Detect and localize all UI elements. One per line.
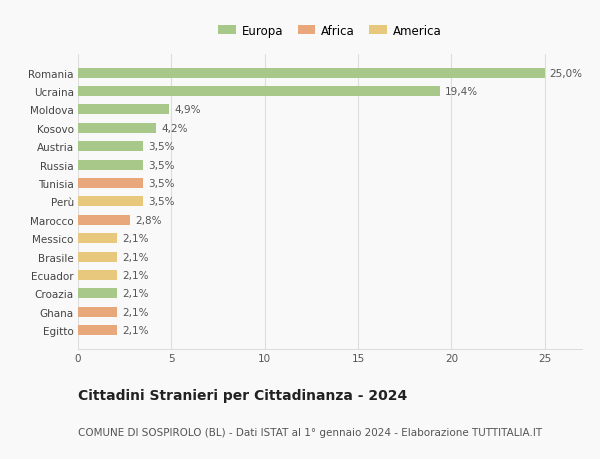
Text: 3,5%: 3,5%	[148, 142, 175, 152]
Text: 2,1%: 2,1%	[122, 252, 148, 262]
Text: 2,1%: 2,1%	[122, 234, 148, 244]
Bar	[78, 197, 143, 207]
Text: 3,5%: 3,5%	[148, 160, 175, 170]
Bar	[78, 289, 117, 299]
Bar	[78, 307, 117, 317]
Bar	[78, 234, 117, 244]
Text: 2,8%: 2,8%	[135, 215, 161, 225]
Bar	[78, 142, 143, 152]
Bar	[78, 105, 169, 115]
Bar	[78, 270, 117, 280]
Text: Cittadini Stranieri per Cittadinanza - 2024: Cittadini Stranieri per Cittadinanza - 2…	[78, 388, 407, 402]
Text: 2,1%: 2,1%	[122, 289, 148, 299]
Bar	[78, 215, 130, 225]
Text: 4,9%: 4,9%	[174, 105, 200, 115]
Bar	[78, 325, 117, 336]
Text: 3,5%: 3,5%	[148, 179, 175, 189]
Bar	[78, 179, 143, 189]
Bar	[78, 68, 545, 78]
Bar	[78, 123, 157, 134]
Text: 2,1%: 2,1%	[122, 270, 148, 280]
Text: 4,2%: 4,2%	[161, 123, 188, 134]
Text: 25,0%: 25,0%	[550, 68, 583, 78]
Text: COMUNE DI SOSPIROLO (BL) - Dati ISTAT al 1° gennaio 2024 - Elaborazione TUTTITAL: COMUNE DI SOSPIROLO (BL) - Dati ISTAT al…	[78, 427, 542, 437]
Text: 2,1%: 2,1%	[122, 325, 148, 336]
Text: 3,5%: 3,5%	[148, 197, 175, 207]
Text: 19,4%: 19,4%	[445, 87, 478, 97]
Bar	[78, 252, 117, 262]
Text: 2,1%: 2,1%	[122, 307, 148, 317]
Bar	[78, 160, 143, 170]
Bar	[78, 87, 440, 97]
Legend: Europa, Africa, America: Europa, Africa, America	[214, 20, 446, 42]
